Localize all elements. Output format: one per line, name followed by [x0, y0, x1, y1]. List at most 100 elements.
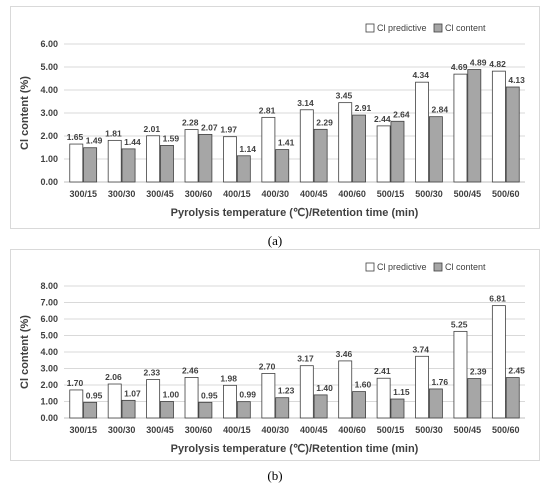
y-tick-label: 3.00 — [40, 364, 58, 374]
x-tick-label: 400/15 — [223, 425, 251, 435]
bar — [453, 330, 468, 419]
legend-label: Cl predictive — [377, 23, 427, 33]
data-label: 1.44 — [124, 137, 141, 147]
y-tick-label: 0.00 — [40, 413, 58, 423]
x-tick-label: 500/60 — [492, 425, 520, 435]
x-tick-label: 500/60 — [492, 189, 520, 199]
y-tick-label: 4.00 — [40, 85, 58, 95]
bar — [467, 69, 482, 183]
bar — [198, 133, 213, 183]
bar — [236, 401, 251, 419]
bar — [505, 86, 520, 183]
bar — [453, 73, 468, 183]
data-label: 1.60 — [355, 380, 372, 390]
caption-a: (a) — [267, 233, 283, 248]
data-label: 2.07 — [201, 122, 218, 132]
data-label: 1.23 — [278, 386, 295, 396]
bar — [428, 116, 443, 183]
bar — [376, 125, 391, 183]
data-label: 2.28 — [182, 118, 199, 128]
data-label: 3.74 — [412, 344, 429, 354]
bar — [390, 398, 405, 419]
legend-swatch — [433, 23, 443, 33]
data-label: 2.44 — [374, 114, 391, 124]
data-label: 1.14 — [239, 144, 256, 154]
data-label: 6.81 — [489, 294, 506, 304]
bar — [376, 377, 391, 419]
data-label: 4.69 — [451, 62, 468, 72]
bar — [261, 116, 276, 183]
chart-a-svg: 0.00 1.00 2.00 3.00 4.00 5.00 6.00 1.65 1.49 300/… — [19, 23, 525, 219]
bar — [69, 389, 84, 419]
bar — [299, 365, 314, 419]
y-tick-label: 6.00 — [40, 314, 58, 324]
legend-label: Cl predictive — [377, 262, 427, 272]
data-label: 2.39 — [470, 367, 487, 377]
x-tick-label: 500/45 — [454, 189, 482, 199]
x-tick-label: 500/15 — [377, 425, 405, 435]
y-tick-label: 2.00 — [40, 380, 58, 390]
data-label: 0.95 — [86, 390, 103, 400]
bar — [299, 109, 314, 183]
bar — [83, 147, 98, 183]
y-tick-label: 7.00 — [40, 298, 58, 308]
data-label: 3.17 — [297, 354, 314, 364]
bar — [184, 129, 199, 183]
x-tick-label: 400/45 — [300, 189, 328, 199]
data-label: 5.25 — [451, 319, 468, 329]
bar — [491, 70, 506, 183]
legend-swatch — [365, 262, 375, 272]
data-label: 2.70 — [259, 361, 276, 371]
data-label: 1.76 — [432, 377, 449, 387]
y-axis-title: Cl content (%) — [19, 315, 31, 389]
legend-label: Cl content — [445, 23, 486, 33]
legend-swatch — [365, 23, 375, 33]
data-label: 3.14 — [297, 98, 314, 108]
legend-label: Cl content — [445, 262, 486, 272]
x-tick-label: 400/60 — [338, 189, 366, 199]
x-tick-label: 300/45 — [146, 189, 174, 199]
data-label: 2.64 — [393, 109, 410, 119]
data-label: 4.89 — [470, 58, 487, 68]
data-label: 1.07 — [124, 388, 141, 398]
x-tick-label: 300/15 — [69, 189, 97, 199]
data-label: 2.06 — [105, 372, 122, 382]
y-axis-title: Cl content (%) — [19, 76, 31, 150]
data-label: 2.45 — [508, 366, 525, 376]
bar — [160, 145, 174, 183]
data-label: 0.99 — [239, 390, 256, 400]
bar — [352, 391, 366, 419]
x-tick-label: 300/60 — [185, 189, 213, 199]
data-label: 2.41 — [374, 366, 391, 376]
x-axis-title: Pyrolysis temperature (℃)/Retention time… — [171, 207, 419, 219]
x-tick-label: 400/30 — [262, 425, 290, 435]
data-label: 4.13 — [508, 75, 525, 85]
bar — [223, 384, 237, 419]
x-tick-label: 400/60 — [338, 425, 366, 435]
y-tick-label: 6.00 — [40, 39, 58, 49]
x-tick-label: 300/30 — [108, 189, 136, 199]
x-tick-label: 500/45 — [454, 425, 482, 435]
bar — [338, 360, 353, 419]
data-label: 2.46 — [182, 365, 199, 375]
bar — [223, 136, 237, 183]
bar — [275, 397, 290, 419]
data-label: 0.95 — [201, 390, 218, 400]
x-axis-title: Pyrolysis temperature (℃)/Retention time… — [171, 443, 419, 455]
chart-frame-b — [10, 249, 540, 461]
data-label: 1.65 — [67, 132, 84, 142]
data-label: 1.81 — [105, 128, 122, 138]
y-tick-label: 1.00 — [40, 154, 58, 164]
x-tick-label: 400/30 — [262, 189, 290, 199]
x-tick-label: 300/30 — [108, 425, 136, 435]
data-label: 1.41 — [278, 138, 295, 148]
y-tick-label: 0.00 — [40, 177, 58, 187]
data-label: 1.70 — [67, 378, 84, 388]
x-tick-label: 400/45 — [300, 425, 328, 435]
x-tick-label: 300/45 — [146, 425, 174, 435]
bar — [415, 355, 429, 419]
y-tick-label: 5.00 — [40, 331, 58, 341]
data-label: 2.29 — [316, 117, 333, 127]
data-label: 1.00 — [163, 390, 180, 400]
bar — [107, 383, 122, 419]
